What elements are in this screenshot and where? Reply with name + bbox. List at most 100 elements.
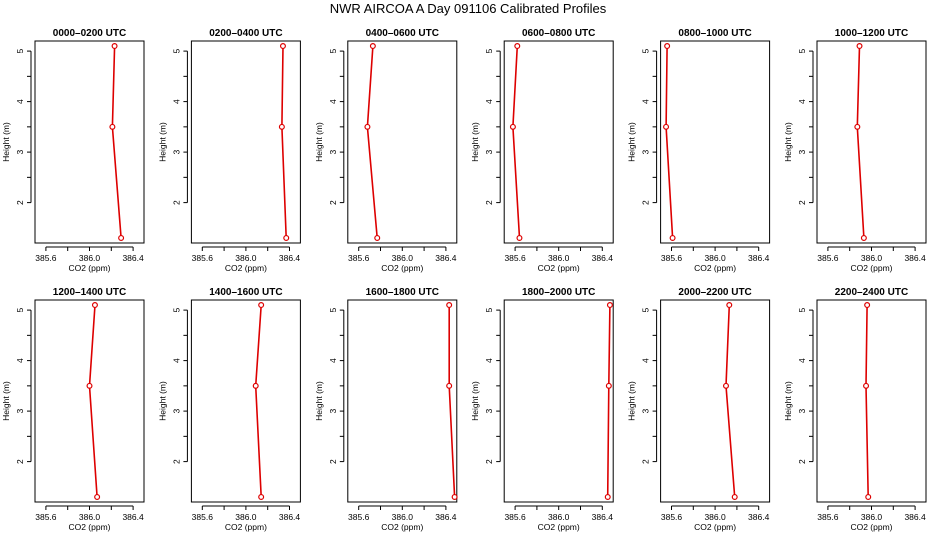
panel-title: 0400–0600 UTC [366,28,439,39]
x-tick-label: 386.4 [904,253,926,263]
data-point [856,43,863,50]
y-tick-label: 5 [641,307,651,312]
x-tick-label: 386.0 [79,512,101,522]
data-point [722,382,729,389]
panel-title: 2000–2200 UTC [678,287,751,298]
data-point [731,493,738,500]
profile-line [88,305,98,497]
profile-line [725,305,736,497]
plot-frame [190,299,301,503]
x-axis-label: CO2 (ppm) [538,522,580,532]
data-point [94,493,101,500]
y-tick-label: 4 [797,99,807,104]
profile-panel: 1200–1400 UTC 385.6 386.0 386.4 CO2 (ppm) 2 3 4… [1,287,145,532]
profile-panel: 0400–0600 UTC 385.6 386.0 386.4 CO2 (ppm) 2 3 4… [314,28,458,273]
x-axis-label: CO2 (ppm) [850,263,892,273]
data-point [865,493,872,500]
profile-line [665,46,674,238]
y-axis-label: Height (m) [470,381,480,421]
y-tick-label: 3 [171,149,181,154]
x-tick-label: 386.4 [592,253,614,263]
y-tick-label: 5 [171,307,181,312]
data-point [283,234,290,241]
data-point [669,234,676,241]
profile-panel: 2200–2400 UTC 385.6 386.0 386.4 CO2 (ppm) 2 3 4… [783,287,927,532]
data-point [605,382,612,389]
x-tick-label: 386.4 [748,253,770,263]
x-tick-label: 385.6 [661,253,683,263]
y-tick-label: 3 [171,408,181,413]
y-tick-label: 5 [328,307,338,312]
y-tick-label: 2 [797,459,807,464]
panel-title: 0600–0800 UTC [522,28,595,39]
data-point [111,43,118,50]
y-tick-label: 2 [484,459,494,464]
data-point [364,123,371,130]
x-tick-label: 385.6 [192,512,214,522]
y-tick-label: 5 [15,48,25,53]
y-tick-label: 4 [641,358,651,363]
x-tick-label: 386.4 [435,253,457,263]
x-tick-label: 386.0 [79,253,101,263]
y-tick-label: 3 [328,408,338,413]
x-tick-label: 385.6 [35,253,57,263]
x-tick-label: 386.4 [748,512,770,522]
y-tick-label: 2 [171,459,181,464]
y-tick-label: 2 [484,200,494,205]
x-tick-label: 386.0 [548,512,570,522]
y-tick-label: 2 [797,200,807,205]
plot-frame [34,299,145,503]
data-point [863,382,870,389]
x-tick-label: 385.6 [817,512,839,522]
data-point [451,493,458,500]
y-tick-label: 2 [328,459,338,464]
x-axis-label: CO2 (ppm) [381,522,423,532]
x-axis-label: CO2 (ppm) [381,263,423,273]
plot-frame [347,299,458,503]
plot-frame [503,299,614,503]
x-axis-label: CO2 (ppm) [68,522,110,532]
x-axis-label: CO2 (ppm) [68,263,110,273]
profile-panel: 2000–2200 UTC 385.6 386.0 386.4 CO2 (ppm) 2 3 4… [627,287,771,532]
plot-frame [34,40,145,244]
x-axis-label: CO2 (ppm) [225,263,267,273]
data-point [604,493,611,500]
y-tick-label: 3 [15,149,25,154]
x-tick-label: 386.0 [235,512,257,522]
panel-title: 0200–0400 UTC [209,28,282,39]
panel-title: 2200–2400 UTC [835,287,908,298]
profile-line [111,46,122,238]
y-axis-label: Height (m) [157,122,167,162]
x-axis-label: CO2 (ppm) [225,522,267,532]
y-tick-label: 4 [15,99,25,104]
x-tick-label: 385.6 [817,253,839,263]
plot-frame [190,40,301,244]
x-tick-label: 386.0 [704,512,726,522]
plot-frame [503,40,614,244]
x-tick-label: 386.0 [392,512,414,522]
x-tick-label: 386.0 [548,253,570,263]
y-tick-label: 2 [641,200,651,205]
profile-panel: 0800–1000 UTC 385.6 386.0 386.4 CO2 (ppm) 2 3 4… [627,28,771,273]
profile-line [281,46,287,238]
profile-panel: 1800–2000 UTC 385.6 386.0 386.4 CO2 (ppm) 2 3 4… [470,287,614,532]
y-axis-label: Height (m) [157,381,167,421]
profile-line [865,305,869,497]
y-tick-label: 3 [797,408,807,413]
data-point [374,234,381,241]
panel-title: 0000–0200 UTC [53,28,126,39]
y-tick-label: 5 [15,307,25,312]
y-tick-label: 4 [797,358,807,363]
x-tick-label: 386.0 [235,253,257,263]
y-tick-label: 5 [797,307,807,312]
y-tick-label: 3 [641,408,651,413]
y-tick-label: 5 [328,48,338,53]
x-tick-label: 386.4 [279,253,301,263]
x-tick-label: 385.6 [348,512,370,522]
plot-frame [816,40,927,244]
x-tick-label: 386.4 [279,512,301,522]
x-axis-label: CO2 (ppm) [538,263,580,273]
data-point [860,234,867,241]
data-point [509,123,516,130]
x-tick-label: 386.4 [904,512,926,522]
